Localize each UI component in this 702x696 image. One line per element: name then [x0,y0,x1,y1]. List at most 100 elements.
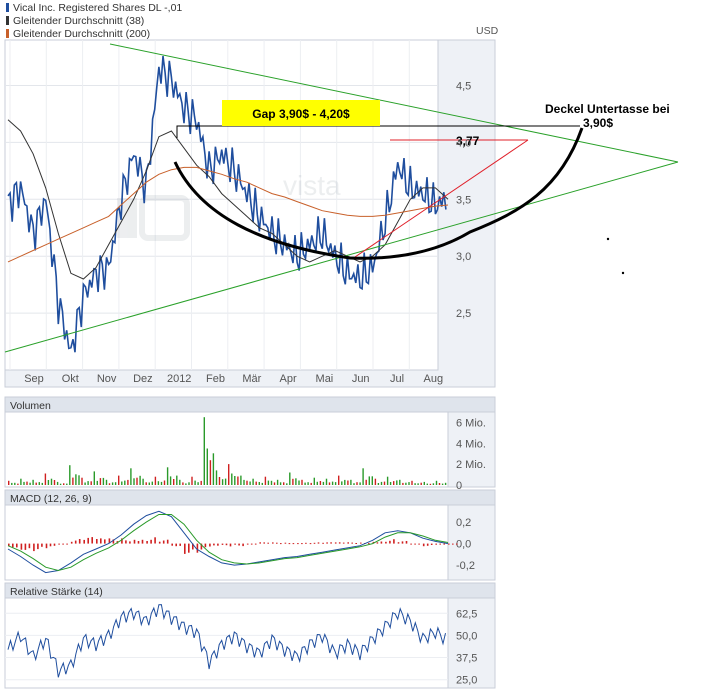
macd-histogram-bar [360,542,362,544]
macd-histogram-bar [347,542,349,544]
volume-bar [81,477,83,485]
macd-histogram-bar [263,542,265,544]
macd-histogram-bar [448,543,450,545]
legend-swatch-ma200 [6,29,9,38]
volume-bar [301,479,303,485]
macd-histogram-bar [342,542,345,544]
macd-histogram-bar [16,543,18,548]
volume-bar [133,478,135,485]
volume-bar [429,483,432,485]
volume-bar [47,480,50,485]
volume-bar [23,481,25,485]
watermark-text: vista [283,170,341,201]
macd-tick-label: 0,2 [456,517,471,529]
volume-bar [393,481,395,485]
volume-tick-label: 4 Mio. [456,438,486,450]
volume-bar [124,480,126,485]
legend: Vical Inc. Registered Shares DL -,01 Gle… [6,2,182,40]
macd-histogram-bar [405,541,408,544]
macd-histogram-bar [213,543,215,546]
volume-bar [432,483,435,485]
macd-histogram-bar [96,539,98,544]
price-tick-label: 4,5 [456,81,471,93]
macd-histogram-bar [146,541,148,544]
volume-bar [75,474,77,485]
macd-histogram-bar [108,538,111,544]
volume-bar [252,478,254,485]
gap-bracket-line [176,125,580,138]
volume-bar [176,475,178,485]
macd-histogram-bar [83,539,85,544]
volume-bar [108,483,111,485]
macd-histogram-bar [150,539,152,544]
macd-histogram-bar [158,541,161,544]
macd-histogram-bar [238,543,240,546]
macd-histogram-bar [418,543,420,545]
series-line-2 [7,166,449,263]
macd-histogram-bar [259,542,261,544]
legend-swatch-ma38 [6,16,9,25]
macd-histogram-bar [376,542,379,544]
volume-bar [313,477,315,485]
volume-bar [341,481,343,485]
macd-histogram-bar [280,543,282,545]
volume-bar [438,483,441,485]
volume-bar [289,472,291,485]
volume-bar [118,475,120,485]
macd-histogram-bar [184,543,186,554]
macd-histogram-bar [322,542,324,544]
volume-bar [56,481,59,485]
price-tick-label: 2,5 [456,308,471,320]
macd-histogram-bar [129,541,131,544]
volume-bar [151,481,153,485]
macd-histogram-bar [49,543,52,547]
macd-histogram-bar [430,543,433,545]
macd-histogram-bar [171,543,173,546]
rsi-title: Relative Stärke (14) [10,586,103,598]
volume-bar [353,483,355,485]
macd-histogram-bar [166,539,169,544]
macd-histogram-bar [254,543,257,545]
volume-bar [286,483,288,485]
macd-histogram-bar [141,539,144,544]
macd-histogram-bar [41,543,43,547]
legend-item-ma200: Gleitender Durchschnitt (200) [13,28,150,40]
volume-bar [191,476,193,485]
macd-histogram-bar [234,543,236,545]
volume-bar [298,480,300,485]
volume-bar [212,453,215,485]
volume-bar [334,482,337,485]
macd-histogram-bar [70,541,73,544]
volume-bar [114,482,117,485]
x-tick-label: Aug [424,373,444,385]
volume-bar [59,483,62,485]
volume-bar [383,481,386,485]
macd-histogram-bar [426,543,429,546]
volume-bar [258,482,260,485]
macd-histogram-bar [104,539,106,544]
rsi-plot-area [4,597,449,689]
volume-bar [53,480,56,485]
macd-histogram-bar [355,543,357,544]
macd-histogram-bar [422,543,425,547]
volume-bar [325,478,328,485]
volume-bar [234,476,236,485]
price-tick-label: 3,0 [456,251,471,263]
macd-histogram-bar [221,543,224,545]
macd-histogram-bar [326,542,328,544]
gap-label: Gap 3,90$ - 4,20$ [252,107,350,121]
volume-bar [411,480,413,485]
volume-bar [292,478,294,485]
volume-bar [160,481,163,485]
volume-bar [182,482,184,485]
volume-bar [362,468,364,485]
volume-bar [63,483,65,485]
macd-histogram-bar [196,543,199,553]
volume-bar [121,481,123,485]
volume-bar [310,482,312,485]
resistance-label: 3,77 [456,134,480,148]
volume-tick-label: 0 [456,480,462,492]
volume-bar [231,473,233,485]
